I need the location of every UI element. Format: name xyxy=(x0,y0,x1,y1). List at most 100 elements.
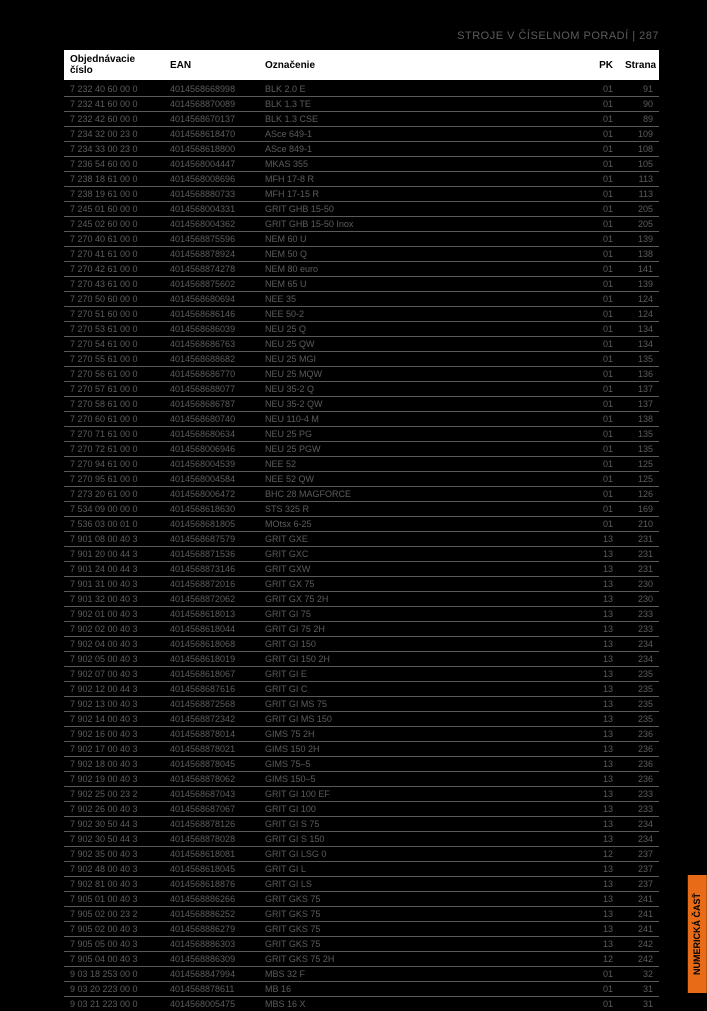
table-cell: 109 xyxy=(619,127,659,142)
table-cell: MB 16 xyxy=(259,982,587,997)
table-cell: 7 238 18 61 00 0 xyxy=(64,172,164,187)
table-cell: 139 xyxy=(619,277,659,292)
table-cell: MFH 17-8 R xyxy=(259,172,587,187)
table-cell: 01 xyxy=(587,487,619,502)
table-cell: MKAS 355 xyxy=(259,157,587,172)
table-cell: 7 270 57 61 00 0 xyxy=(64,382,164,397)
table-row: 7 902 35 00 40 34014568618081GRIT GI LSG… xyxy=(64,847,659,862)
table-row: 7 905 02 00 23 24014568886252GRIT GKS 75… xyxy=(64,907,659,922)
table-cell: 124 xyxy=(619,292,659,307)
table-cell: 234 xyxy=(619,817,659,832)
table-cell: BLK 1.3 CSE xyxy=(259,112,587,127)
table-cell: GRIT GI 150 xyxy=(259,637,587,652)
table-cell: GIMS 75–5 xyxy=(259,757,587,772)
table-cell: 4014568004331 xyxy=(164,202,259,217)
table-cell: GRIT GI 75 xyxy=(259,607,587,622)
table-cell: 7 902 30 50 44 3 xyxy=(64,817,164,832)
table-cell: NEU 25 MQW xyxy=(259,367,587,382)
table-row: 7 270 72 61 00 04014568006946NEU 25 PGW0… xyxy=(64,442,659,457)
table-cell: 7 232 40 60 00 0 xyxy=(64,81,164,97)
table-cell: 169 xyxy=(619,502,659,517)
table-cell: 105 xyxy=(619,157,659,172)
table-cell: ASce 649-1 xyxy=(259,127,587,142)
table-row: 7 902 26 00 40 34014568687067GRIT GI 100… xyxy=(64,802,659,817)
table-cell: 01 xyxy=(587,382,619,397)
table-cell: 4014568680634 xyxy=(164,427,259,442)
table-cell: 9 03 20 223 00 0 xyxy=(64,982,164,997)
table-cell: 01 xyxy=(587,367,619,382)
table-cell: 4014568886279 xyxy=(164,922,259,937)
table-cell: 113 xyxy=(619,172,659,187)
table-cell: 7 534 09 00 00 0 xyxy=(64,502,164,517)
table-cell: GRIT GI LS xyxy=(259,877,587,892)
table-cell: 4014568618630 xyxy=(164,502,259,517)
table-row: 7 232 42 60 00 04014568670137BLK 1.3 CSE… xyxy=(64,112,659,127)
table-cell: 4014568875602 xyxy=(164,277,259,292)
table-cell: 7 270 55 61 00 0 xyxy=(64,352,164,367)
table-cell: 4014568008696 xyxy=(164,172,259,187)
table-cell: 4014568686039 xyxy=(164,322,259,337)
table-cell: 231 xyxy=(619,547,659,562)
table-cell: GRIT GI 100 EF xyxy=(259,787,587,802)
table-row: 7 905 02 00 40 34014568886279GRIT GKS 75… xyxy=(64,922,659,937)
table-cell: GRIT GI 100 xyxy=(259,802,587,817)
table-cell: 13 xyxy=(587,937,619,952)
table-cell: 13 xyxy=(587,817,619,832)
table-cell: 7 902 12 00 44 3 xyxy=(64,682,164,697)
table-cell: 01 xyxy=(587,517,619,532)
table-cell: 134 xyxy=(619,337,659,352)
table-cell: 4014568004447 xyxy=(164,157,259,172)
table-cell: 7 270 72 61 00 0 xyxy=(64,442,164,457)
table-cell: GRIT GKS 75 2H xyxy=(259,952,587,967)
table-cell: 7 238 19 61 00 0 xyxy=(64,187,164,202)
table-row: 7 902 04 00 40 34014568618068GRIT GI 150… xyxy=(64,637,659,652)
table-cell: 4014568006472 xyxy=(164,487,259,502)
table-cell: 7 905 04 00 40 3 xyxy=(64,952,164,967)
table-cell: NEU 25 PG xyxy=(259,427,587,442)
table-cell: 89 xyxy=(619,112,659,127)
table-cell: 4014568618081 xyxy=(164,847,259,862)
table-row: 7 901 32 00 40 34014568872062GRIT GX 75 … xyxy=(64,592,659,607)
table-cell: 7 270 43 61 00 0 xyxy=(64,277,164,292)
table-cell: 4014568688077 xyxy=(164,382,259,397)
table-cell: 138 xyxy=(619,412,659,427)
table-cell: 01 xyxy=(587,502,619,517)
table-cell: 4014568847994 xyxy=(164,967,259,982)
table-row: 7 901 08 00 40 34014568687579GRIT GXE132… xyxy=(64,532,659,547)
table-cell: 4014568686763 xyxy=(164,337,259,352)
table-cell: 7 232 41 60 00 0 xyxy=(64,97,164,112)
table-cell: 31 xyxy=(619,997,659,1011)
table-cell: GRIT GXW xyxy=(259,562,587,577)
table-cell: 4014568872062 xyxy=(164,592,259,607)
table-row: 7 902 13 00 40 34014568872568GRIT GI MS … xyxy=(64,697,659,712)
table-cell: 241 xyxy=(619,892,659,907)
table-cell: 4014568871536 xyxy=(164,547,259,562)
table-cell: 4014568618800 xyxy=(164,142,259,157)
table-cell: 235 xyxy=(619,667,659,682)
table-row: 7 902 05 00 40 34014568618019GRIT GI 150… xyxy=(64,652,659,667)
table-cell: 4014568872016 xyxy=(164,577,259,592)
table-cell: STS 325 R xyxy=(259,502,587,517)
table-cell: 7 902 04 00 40 3 xyxy=(64,637,164,652)
table-cell: 4014568878126 xyxy=(164,817,259,832)
table-cell: 230 xyxy=(619,592,659,607)
table-cell: GRIT GI S 150 xyxy=(259,832,587,847)
table-cell: NEU 25 QW xyxy=(259,337,587,352)
table-cell: 242 xyxy=(619,937,659,952)
table-row: 7 534 09 00 00 04014568618630STS 325 R01… xyxy=(64,502,659,517)
table-cell: 126 xyxy=(619,487,659,502)
table-row: 7 245 02 60 00 04014568004362GRIT GHB 15… xyxy=(64,217,659,232)
table-row: 7 902 01 00 40 34014568618013GRIT GI 751… xyxy=(64,607,659,622)
table-cell: NEE 50-2 xyxy=(259,307,587,322)
table-cell: 4014568886303 xyxy=(164,937,259,952)
table-cell: 7 902 25 00 23 2 xyxy=(64,787,164,802)
table-cell: 7 902 35 00 40 3 xyxy=(64,847,164,862)
table-row: 7 270 40 61 00 04014568875596NEM 60 U011… xyxy=(64,232,659,247)
table-cell: 7 270 40 61 00 0 xyxy=(64,232,164,247)
table-cell: GRIT GI E xyxy=(259,667,587,682)
table-cell: 4014568680740 xyxy=(164,412,259,427)
table-cell: 7 270 54 61 00 0 xyxy=(64,337,164,352)
table-row: 7 270 50 60 00 04014568680694NEE 3501124 xyxy=(64,292,659,307)
table-cell: 7 902 05 00 40 3 xyxy=(64,652,164,667)
table-cell: 01 xyxy=(587,307,619,322)
